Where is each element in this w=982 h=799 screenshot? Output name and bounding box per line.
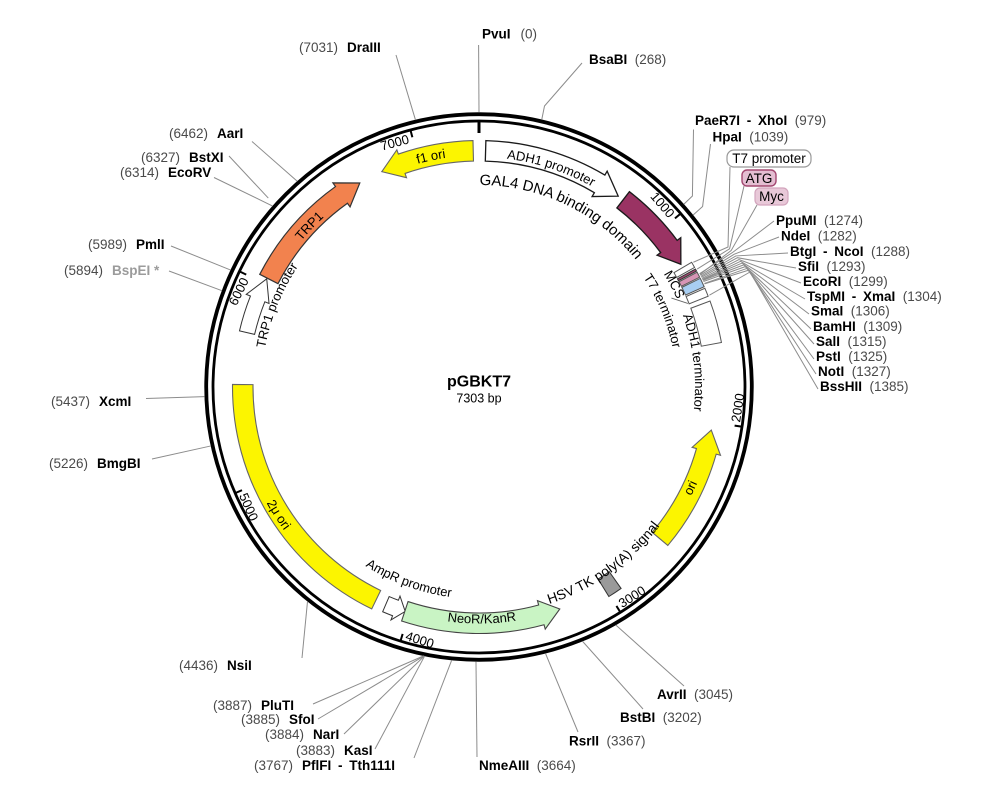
svg-text:BtgI - NcoI(1288): BtgI - NcoI(1288)	[790, 244, 910, 259]
svg-text:(3885)SfoI: (3885)SfoI	[241, 712, 315, 727]
svg-text:(6462)AarI: (6462)AarI	[169, 126, 243, 141]
svg-text:PvuI(0): PvuI(0)	[482, 27, 537, 42]
svg-text:SfiI(1293): SfiI(1293)	[798, 259, 866, 274]
svg-text:pGBKT7: pGBKT7	[447, 374, 511, 391]
svg-text:SmaI(1306): SmaI(1306)	[811, 304, 890, 319]
svg-text:NdeI(1282): NdeI(1282)	[781, 229, 857, 244]
svg-text:ATG: ATG	[746, 171, 773, 186]
svg-text:(5894)BspEI *: (5894)BspEI *	[64, 263, 160, 278]
svg-text:HpaI(1039): HpaI(1039)	[713, 130, 789, 145]
svg-text:(5989)PmlI: (5989)PmlI	[88, 237, 165, 252]
svg-text:T7 promoter: T7 promoter	[732, 151, 806, 166]
svg-text:NotI(1327): NotI(1327)	[818, 364, 891, 379]
svg-text:RsrII(3367): RsrII(3367)	[569, 734, 646, 749]
svg-text:(3767)PflFI - Tth111I: (3767)PflFI - Tth111I	[254, 758, 395, 773]
svg-text:PstI(1325): PstI(1325)	[816, 349, 887, 364]
svg-text:(3884)NarI: (3884)NarI	[265, 727, 339, 742]
svg-text:AvrII(3045): AvrII(3045)	[657, 687, 733, 702]
svg-text:7303 bp: 7303 bp	[456, 391, 501, 405]
svg-text:NmeAIII(3664): NmeAIII(3664)	[479, 758, 576, 773]
svg-text:TspMI - XmaI(1304): TspMI - XmaI(1304)	[807, 289, 942, 304]
svg-text:(3883)KasI: (3883)KasI	[296, 743, 373, 758]
svg-text:Myc: Myc	[759, 189, 784, 204]
svg-text:PaeR7I - XhoI(979): PaeR7I - XhoI(979)	[695, 113, 826, 128]
svg-text:(4436)NsiI: (4436)NsiI	[179, 658, 252, 673]
svg-text:SalI(1315): SalI(1315)	[816, 334, 887, 349]
